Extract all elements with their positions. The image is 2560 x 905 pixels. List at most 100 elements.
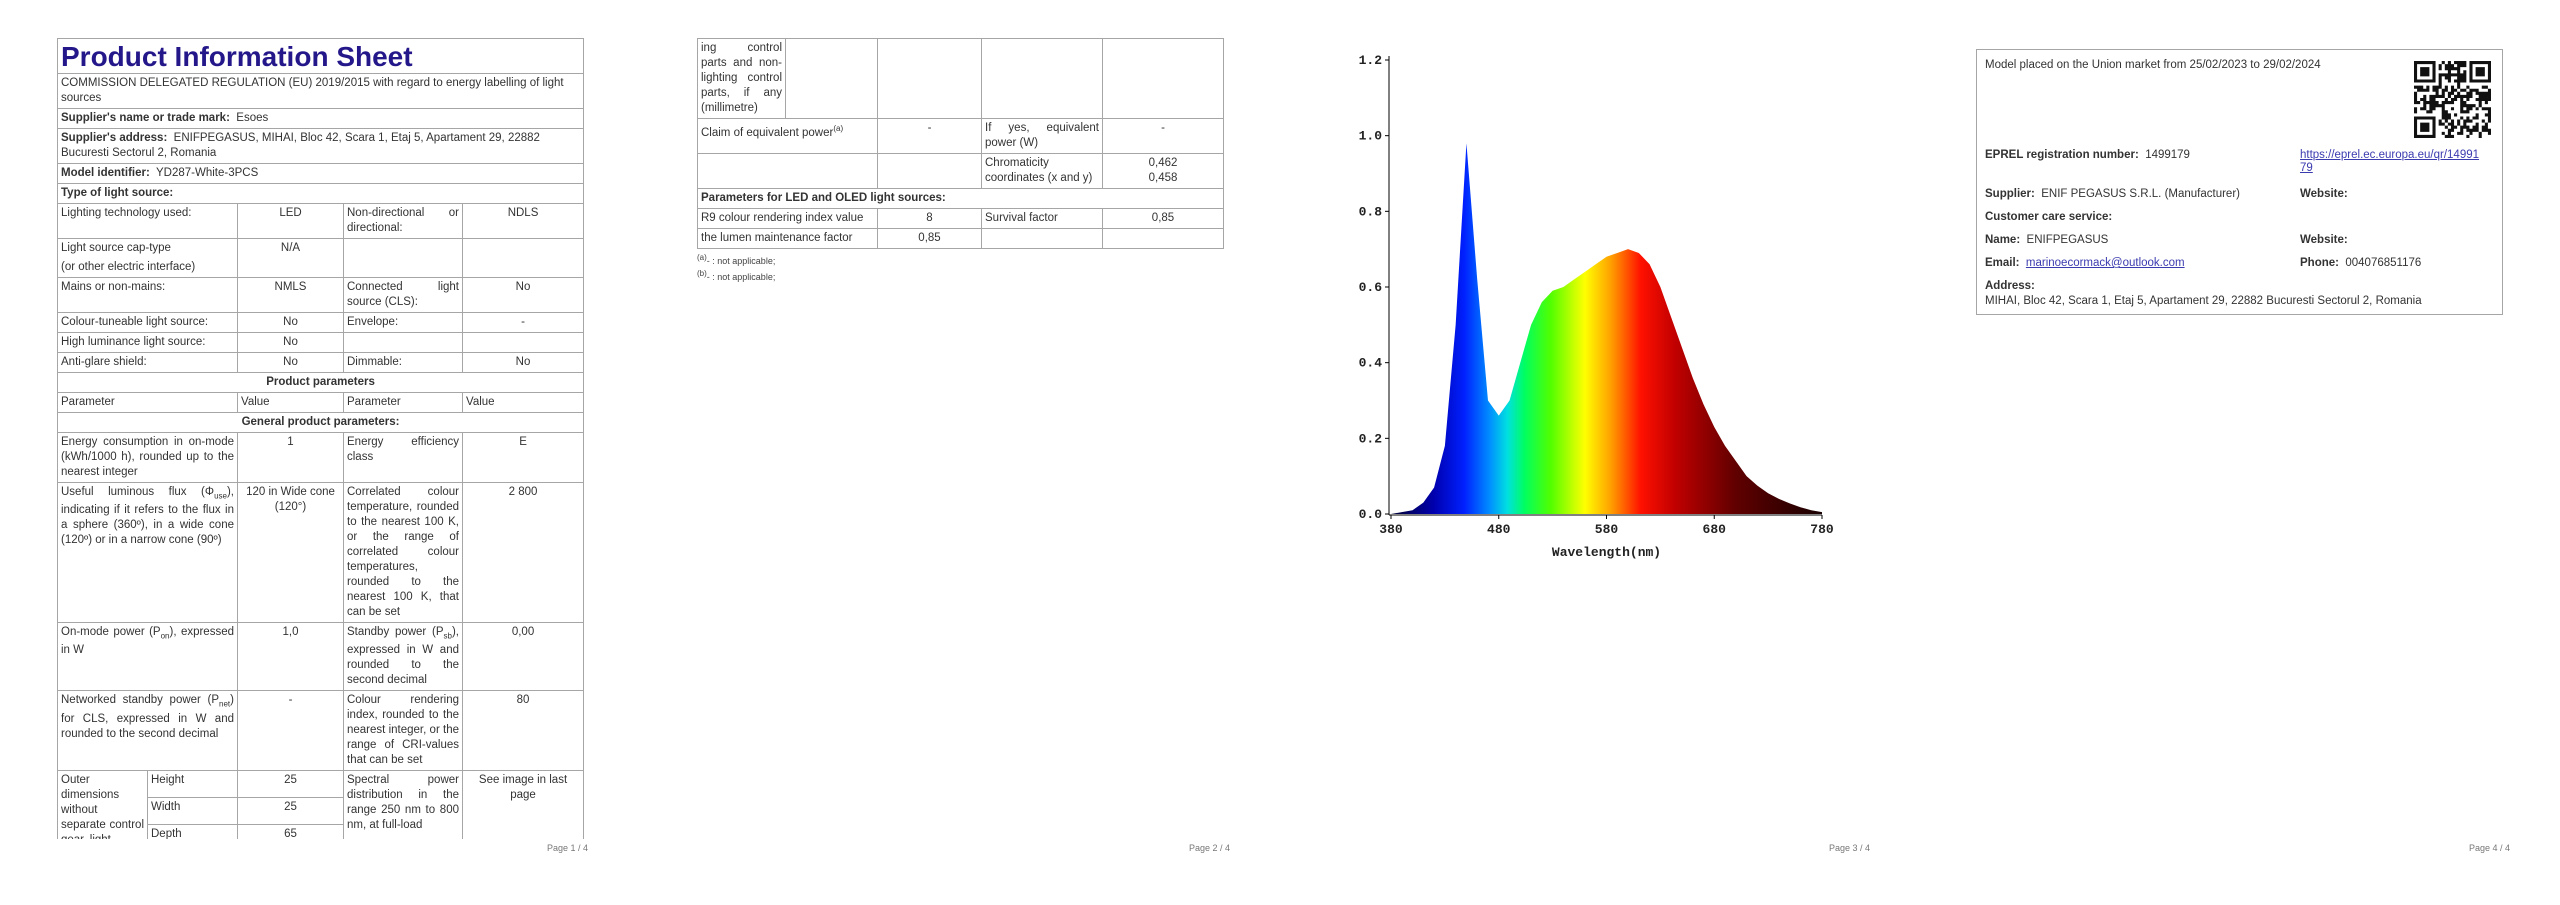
table-cell: Connected light source (CLS): <box>343 277 463 313</box>
table-cell <box>877 38 982 119</box>
table-row: Energy consumption in on-mode (kWh/1000 … <box>57 432 585 483</box>
table-cell: 0,85 <box>1102 208 1224 229</box>
table-cell: Type of light source: <box>57 183 585 204</box>
table-row: COMMISSION DELEGATED REGULATION (EU) 201… <box>57 73 585 109</box>
table-cell: 0,85 <box>877 228 982 249</box>
x-axis-label: Wavelength(nm) <box>1552 545 1661 560</box>
x-tick-label: 480 <box>1487 522 1511 537</box>
page-number: Page 3 / 4 <box>1829 843 1871 853</box>
text: Light source cap-type <box>61 242 171 254</box>
qr-code <box>2414 61 2491 138</box>
eprel-box: Model placed on the Union market from 25… <box>1976 49 2503 315</box>
table-row: Anti-glare shield: No Dimmable: No <box>57 352 585 373</box>
market-dates: Model placed on the Union market from 25… <box>1985 59 2321 71</box>
table-cell: 8 <box>877 208 982 229</box>
table-cell: Lighting technology used: <box>57 203 238 239</box>
y-tick-label: 0.2 <box>1359 431 1383 446</box>
table-cell: General product parameters: <box>57 412 585 433</box>
table-cell: Standby power (Psb), expressed in W and … <box>343 621 463 692</box>
label: Website: <box>2300 188 2348 200</box>
text: sb <box>443 631 452 641</box>
eprel-row: EPREL registration number: 1499179 <box>1985 149 2190 161</box>
table-row: Outer dimensions without separate contro… <box>57 770 585 839</box>
table-row: R9 colour rendering index value 8 Survival… <box>697 208 1224 229</box>
table-cell: 25 <box>237 796 344 825</box>
text: EPREL registration number: <box>1985 149 2139 161</box>
y-tick-label: 0.6 <box>1359 280 1383 295</box>
table-cell: Energy efficiency class <box>343 432 463 483</box>
table-cell: Anti-glare shield: <box>57 352 238 373</box>
table-cell <box>877 153 982 189</box>
table-cell: No <box>237 332 344 353</box>
table-cell: LED <box>237 203 344 239</box>
text: Useful luminous flux (Φ <box>61 486 215 498</box>
text: net <box>219 699 231 709</box>
table-cell: Correlated colour temperature, rounded t… <box>343 482 463 623</box>
table-cell: - <box>877 118 982 154</box>
text: ) for CLS, expressed in W and rounded to… <box>61 694 234 740</box>
table-row: Parameters for LED and OLED light source… <box>697 188 1224 209</box>
table-cell: Width <box>147 796 238 825</box>
y-tick-label: 1.0 <box>1359 129 1383 144</box>
info-table: Product Information Sheet COMMISSION DEL… <box>57 38 585 839</box>
table-cell: Outer dimensions without separate contro… <box>57 770 148 839</box>
table-row: Claim of equivalent power(a) - If yes, equ… <box>697 118 1224 154</box>
table-cell: On-mode power (Pon), expressed in W <box>57 621 238 692</box>
table-row: the lumen maintenance factor 0,85 <box>697 228 1224 249</box>
label: Model identifier: <box>61 167 150 179</box>
title: Product Information Sheet <box>61 41 413 72</box>
x-tick-label: 680 <box>1703 522 1727 537</box>
phone-row: Phone: 004076851176 <box>2300 257 2421 269</box>
table-cell: No <box>461 352 585 373</box>
table-cell: Colour-tuneable light source: <box>57 312 238 333</box>
text: - : not applicable; <box>706 256 776 266</box>
label: Supplier's address: <box>61 132 168 144</box>
eprel-link[interactable]: https://eprel.ec.europa.eu/qr/1499179 <box>2300 149 2480 174</box>
table-row: Type of light source: <box>57 183 585 204</box>
text: 1499179 <box>2145 149 2190 161</box>
table-cell: E <box>461 432 585 483</box>
text: on <box>160 631 170 641</box>
qr-modules <box>2414 61 2491 138</box>
table-cell: Height <box>147 770 238 798</box>
table-cell: Parameters for LED and OLED light source… <box>697 188 1224 209</box>
table-row: Depth 65 <box>58 823 584 839</box>
table-cell <box>697 153 878 189</box>
table-cell: Colour rendering index, rounded to the n… <box>343 690 463 772</box>
table-row: Mains or non-mains: NMLS Connected light s… <box>57 277 585 313</box>
table-cell: Depth <box>147 823 238 839</box>
text: (a) <box>697 253 707 262</box>
table-cell: Networked standby power (Pnet) for CLS, … <box>57 690 238 772</box>
text: ), expressed in W and rounded to the sec… <box>347 626 459 687</box>
table-cell: ing control parts and non-lighting contr… <box>697 38 786 119</box>
text: (or other electric interface) <box>61 261 196 273</box>
text: (b) <box>697 269 707 278</box>
value: Esoes <box>236 112 269 124</box>
table-cell: Product parameters <box>57 372 585 393</box>
footnote: (b)- : not applicable; <box>697 269 1223 282</box>
name-row: Name: ENIFPEGASUS <box>1985 234 2108 246</box>
label: Customer care service: <box>1985 211 2113 223</box>
table-row: Light source cap-type (or other electric … <box>57 238 585 278</box>
text: On-mode power (P <box>61 626 161 638</box>
table-cell: Value <box>237 392 344 413</box>
text: Claim of equivalent power <box>701 126 834 139</box>
table-cell: N/A <box>237 238 344 278</box>
email-link[interactable]: marinoecormack@outlook.com <box>2025 257 2185 269</box>
y-tick-label: 1.2 <box>1359 53 1383 68</box>
y-tick-label: 0.4 <box>1359 356 1383 371</box>
email-row: Email: marinoecormack@outlook.com <box>1985 257 2185 269</box>
regulation: COMMISSION DELEGATED REGULATION (EU) 201… <box>61 77 564 104</box>
text: (a) <box>833 124 844 133</box>
table-cell: COMMISSION DELEGATED REGULATION (EU) 201… <box>57 73 585 109</box>
text: Name: <box>1985 234 2021 246</box>
page-2: ing control parts and non-lighting contr… <box>697 38 1224 282</box>
table-cell <box>461 332 585 353</box>
text: ), expressed in W <box>61 626 234 657</box>
table-cell: - <box>237 690 344 772</box>
table-row: Chromaticity coordinates (x and y) 0,462 0… <box>697 153 1224 189</box>
footnote: (a)- : not applicable; <box>697 253 1223 266</box>
text: - : not applicable; <box>706 272 776 282</box>
table-cell: 80 <box>461 690 585 772</box>
